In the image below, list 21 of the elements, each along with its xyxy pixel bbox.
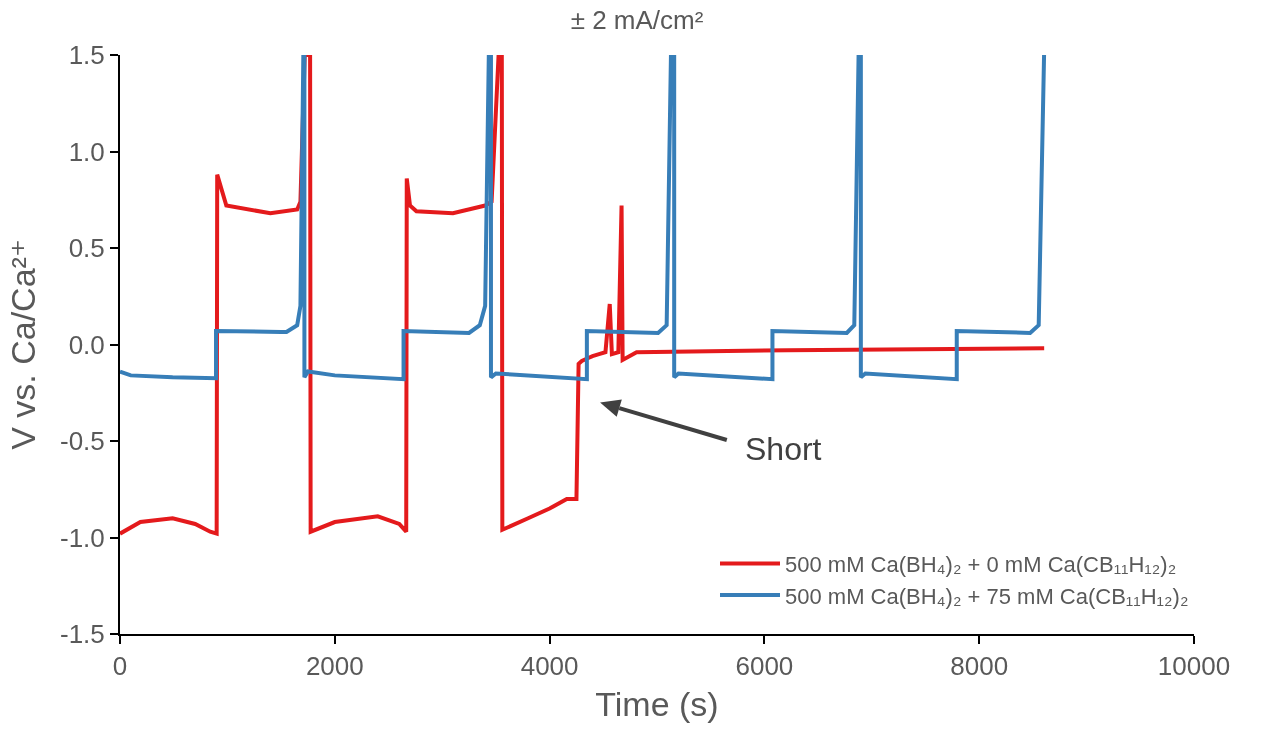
y-tick-label: -0.5: [59, 426, 105, 457]
x-tick-label: 0: [112, 651, 128, 682]
chart-title: ± 2 mA/cm²: [570, 5, 704, 36]
legend-label: 500 mM Ca(BH₄)₂ + 75 mM Ca(CB₁₁H₁₂)₂: [785, 583, 1189, 609]
x-tick-label: 10000: [1157, 651, 1231, 682]
y-tick-label: 0.0: [68, 329, 105, 360]
x-tick-label: 8000: [950, 651, 1009, 682]
line-series: [120, 55, 1047, 382]
y-axis-title: V vs. Ca/Ca²⁺: [4, 239, 43, 450]
y-tick-label: 0.5: [68, 233, 105, 264]
x-tick-label: 6000: [735, 651, 794, 682]
x-axis-title: Time (s): [595, 685, 719, 723]
annotation: Short: [745, 431, 822, 467]
y-tick-label: -1.0: [59, 522, 105, 553]
legend-label: 500 mM Ca(BH₄)₂ + 0 mM Ca(CB₁₁H₁₂)₂: [785, 552, 1177, 578]
y-tick-label: 1.5: [68, 40, 105, 71]
y-tick-label: -1.5: [59, 619, 105, 650]
y-tick-label: 1.0: [68, 136, 105, 167]
x-tick-label: 4000: [520, 651, 579, 682]
x-tick-label: 2000: [305, 651, 364, 682]
line-series: [120, 55, 1047, 536]
